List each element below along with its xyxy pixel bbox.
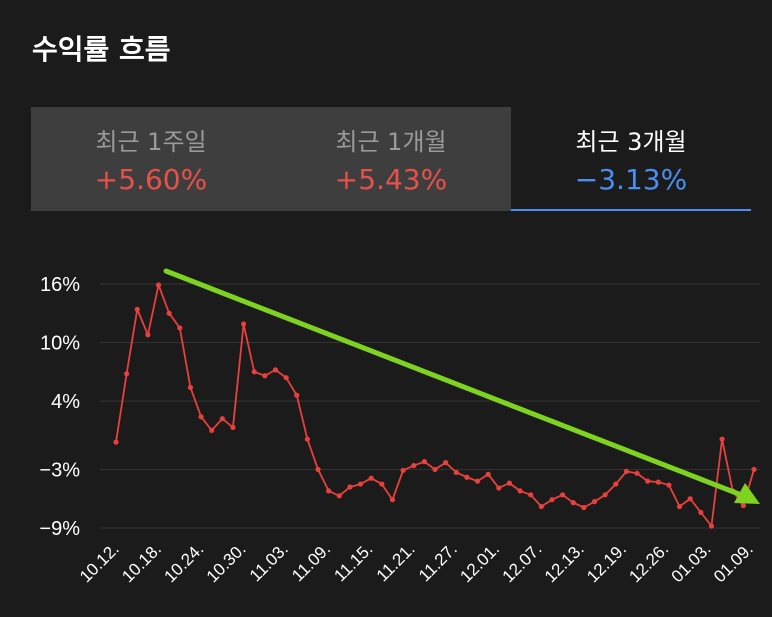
data-point <box>432 466 438 473</box>
data-point <box>283 375 289 381</box>
return-line-chart: 16%10%4%−3%−9%10.12.10.18.10.24.10.30.11… <box>39 268 760 586</box>
y-tick-label: 4% <box>51 391 80 413</box>
x-tick-label: 12.26. <box>625 539 672 586</box>
data-point <box>474 478 481 484</box>
trend-arrow-line <box>163 268 747 499</box>
data-point <box>209 427 215 433</box>
data-point <box>411 462 417 469</box>
data-point <box>496 485 502 491</box>
data-point <box>443 460 449 466</box>
y-tick-label: 10% <box>40 333 80 355</box>
data-point <box>198 414 204 420</box>
data-point <box>187 384 194 391</box>
x-tick-label: 12.19. <box>583 539 630 586</box>
trend-arrow-head <box>734 483 760 504</box>
data-point <box>166 310 172 316</box>
data-point <box>272 367 279 373</box>
data-point <box>485 471 491 477</box>
data-point <box>719 436 725 442</box>
data-point <box>251 369 257 375</box>
data-point <box>368 475 374 481</box>
tab-return-value: −3.13% <box>574 163 688 196</box>
data-point <box>634 470 640 476</box>
data-point <box>134 306 140 312</box>
tab-label: 최근 3개월 <box>575 128 687 156</box>
data-point <box>326 488 332 494</box>
data-point <box>357 481 364 487</box>
data-point <box>538 503 544 510</box>
data-point <box>400 467 406 474</box>
x-tick-label: 11.21. <box>373 539 419 585</box>
data-point <box>708 523 715 529</box>
data-point <box>421 459 427 465</box>
x-tick-label: 10.12. <box>76 539 123 586</box>
data-point <box>517 488 523 494</box>
data-point <box>645 478 651 484</box>
tab-label: 최근 1개월 <box>335 128 447 156</box>
data-point <box>113 439 119 445</box>
data-point <box>155 282 162 288</box>
data-point <box>230 424 236 431</box>
x-tick-label: 10.24. <box>161 539 208 586</box>
x-tick-label: 01.09. <box>710 539 757 586</box>
tab-return-value: +5.43% <box>334 163 448 196</box>
data-point <box>262 373 268 379</box>
page-title: 수익률 흐름 <box>32 33 171 66</box>
x-tick-label: 12.07. <box>499 539 546 586</box>
data-point <box>315 466 321 473</box>
x-tick-label: 11.15. <box>330 539 376 585</box>
tab-1-week[interactable]: 최근 1주일 +5.60% <box>31 107 271 211</box>
data-point <box>687 496 693 502</box>
data-point <box>581 504 587 511</box>
x-tick-label: 12.01. <box>456 539 503 586</box>
x-tick-label: 01.03. <box>668 539 715 586</box>
x-tick-label: 11.27. <box>415 539 461 585</box>
data-point <box>613 481 619 487</box>
y-tick-label: −3% <box>39 459 80 481</box>
data-point <box>549 497 555 503</box>
tab-3-months[interactable]: 최근 3개월 −3.13% <box>511 107 751 211</box>
data-point <box>560 492 566 498</box>
data-point <box>570 500 576 506</box>
data-point <box>464 474 470 480</box>
data-point <box>177 325 183 331</box>
data-point <box>602 492 608 498</box>
data-point <box>241 321 247 327</box>
data-point <box>145 332 151 338</box>
data-point <box>294 392 300 398</box>
tab-return-value: +5.60% <box>94 163 208 196</box>
period-tabs: 최근 1주일 +5.60% 최근 1개월 +5.43% 최근 3개월 −3.13… <box>31 107 751 211</box>
tab-label: 최근 1주일 <box>95 128 207 156</box>
data-point <box>389 497 396 503</box>
data-point <box>528 492 534 498</box>
x-tick-label: 12.13. <box>541 539 588 586</box>
data-point <box>591 499 598 505</box>
y-tick-label: 16% <box>40 274 80 296</box>
x-tick-label: 10.18. <box>118 539 165 586</box>
x-tick-label: 11.09. <box>288 539 334 585</box>
data-point <box>506 480 513 486</box>
data-point <box>304 436 310 442</box>
data-point <box>219 416 225 422</box>
data-point <box>698 509 704 515</box>
data-point <box>453 469 459 475</box>
data-point <box>124 371 130 377</box>
data-point <box>347 484 353 490</box>
y-tick-label: −9% <box>39 518 80 540</box>
data-point <box>740 502 746 509</box>
x-tick-label: 11.03. <box>246 539 292 585</box>
series-line <box>115 284 755 527</box>
data-point <box>655 479 661 485</box>
data-point <box>336 493 342 499</box>
data-point <box>379 481 385 487</box>
data-point <box>751 466 757 473</box>
tab-1-month[interactable]: 최근 1개월 +5.43% <box>271 107 511 211</box>
data-point <box>676 503 683 510</box>
data-point <box>666 482 672 488</box>
data-point <box>623 468 630 474</box>
x-tick-label: 10.30. <box>203 539 250 586</box>
